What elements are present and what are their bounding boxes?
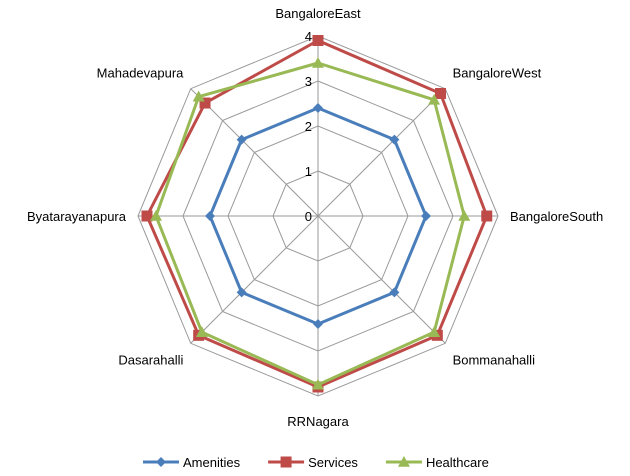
category-labels: BangaloreEast BangaloreWest BangaloreSouth… <box>27 6 603 429</box>
tick-label-1: 1 <box>305 164 312 179</box>
spoke-7 <box>190 88 319 217</box>
point-healthcare-6 <box>150 210 162 221</box>
point-services-1 <box>435 87 447 99</box>
point-services-0 <box>312 35 324 46</box>
series-amenities <box>205 103 431 329</box>
point-amenities-2 <box>421 211 431 221</box>
tick-label-2: 2 <box>305 119 312 134</box>
category-label-dasarahalli: Dasarahalli <box>118 353 183 368</box>
point-amenities-4 <box>313 319 323 329</box>
radial-tick-labels: 0 1 2 3 4 <box>305 29 312 224</box>
point-amenities-1 <box>389 134 400 145</box>
category-label-mahadevapura: Mahadevapura <box>97 65 184 80</box>
point-healthcare-4 <box>312 378 324 390</box>
point-amenities-7 <box>236 134 247 145</box>
point-amenities-6 <box>205 211 215 221</box>
legend-item-amenities: Amenities <box>143 455 241 470</box>
point-amenities-3 <box>389 287 400 298</box>
legend-marker-services <box>280 456 292 468</box>
series-healthcare <box>150 57 471 390</box>
legend-label-healthcare: Healthcare <box>426 455 489 470</box>
category-label-bangalorewest: BangaloreWest <box>453 65 542 80</box>
category-label-bangaloresouth: BangaloreSouth <box>510 209 603 224</box>
point-services-2 <box>481 210 493 222</box>
point-healthcare-5 <box>195 326 208 337</box>
point-services-7 <box>199 97 211 109</box>
radar-series <box>141 35 493 393</box>
spoke-3 <box>317 215 446 344</box>
legend-marker-amenities <box>156 457 166 467</box>
legend-label-amenities: Amenities <box>183 455 241 470</box>
legend-item-healthcare: Healthcare <box>385 455 489 470</box>
point-healthcare-7 <box>192 90 205 102</box>
point-healthcare-3 <box>428 326 441 337</box>
legend-item-services: Services <box>268 455 358 470</box>
point-healthcare-2 <box>458 210 471 221</box>
spoke-1 <box>317 88 446 217</box>
category-label-byatarayanapura: Byatarayanapura <box>27 209 127 224</box>
point-healthcare-0 <box>312 57 324 68</box>
point-amenities-0 <box>313 103 323 113</box>
point-services-6 <box>141 210 153 222</box>
category-label-rrnagara: RRNagara <box>287 414 349 429</box>
legend-marker-healthcare <box>397 456 410 467</box>
tick-label-3: 3 <box>305 74 312 89</box>
tick-label-4: 4 <box>305 29 312 44</box>
radar-grid <box>137 35 499 397</box>
point-amenities-5 <box>236 287 247 298</box>
spoke-5 <box>190 215 319 344</box>
category-label-bommanahalli: Bommanahalli <box>453 353 535 368</box>
tick-label-0: 0 <box>305 209 312 224</box>
legend-label-services: Services <box>308 455 358 470</box>
legend: Amenities Services Healthcare <box>143 455 489 470</box>
series-services <box>141 35 493 393</box>
category-label-bangaloreeast: BangaloreEast <box>275 6 361 21</box>
point-healthcare-1 <box>428 93 441 105</box>
